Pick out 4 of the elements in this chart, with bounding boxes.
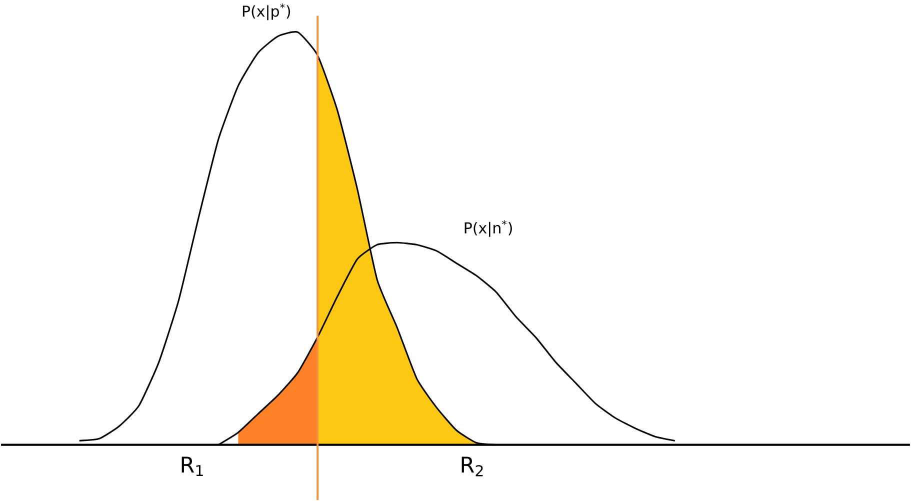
series-label: P(x|n$^{*}$) [464,220,512,237]
text: R$_{1}$ [182,456,203,476]
text: R$_{2}$ [462,456,483,476]
series-label: P(x|p$^{*}$) [242,3,290,20]
